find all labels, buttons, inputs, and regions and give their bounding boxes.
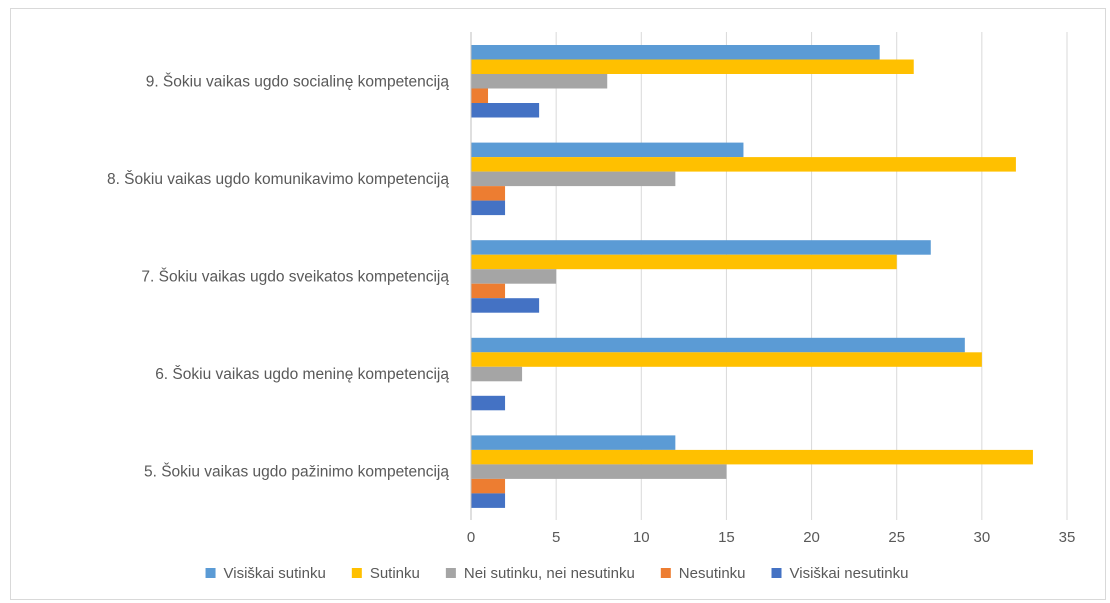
x-tick-label: 35 [1059, 529, 1076, 546]
bar-nei-sutinku-nei-nesutinku-3 [471, 269, 557, 284]
legend-label: Sutinku [370, 565, 420, 582]
bar-nesutinku-3 [471, 283, 506, 299]
bar-nei-sutinku-nei-nesutinku-4 [471, 171, 676, 187]
bar-visi-kai-sutinku-3 [471, 240, 931, 255]
legend-label: Nei sutinku, nei nesutinku [464, 565, 635, 582]
x-tick-label: 0 [467, 529, 475, 546]
legend-label: Visiškai sutinku [224, 565, 326, 582]
axis: 0 5 10 15 20 25 30 35 [467, 32, 1076, 546]
bar-visi-kai-sutinku-5 [471, 45, 880, 60]
x-tick-label: 15 [718, 529, 735, 546]
bar-visi-kai-sutinku-2 [471, 337, 965, 353]
bar-visi-kai-nesutinku-4 [471, 200, 506, 216]
bar-sutinku-4 [471, 157, 1016, 172]
bar-visi-kai-nesutinku-1 [471, 493, 506, 508]
legend-swatch [205, 568, 216, 578]
bar-nei-sutinku-nei-nesutinku-2 [471, 366, 523, 382]
bars [471, 45, 1033, 508]
bar-visi-kai-sutinku-4 [471, 142, 744, 158]
bar-nei-sutinku-nei-nesutinku-5 [471, 74, 608, 89]
x-tick-label: 20 [803, 529, 820, 546]
bar-visi-kai-sutinku-1 [471, 435, 676, 450]
category-label: 9. Šokiu vaikas ugdo socialinę kompetenc… [146, 73, 450, 90]
bar-visi-kai-nesutinku-2 [471, 395, 506, 411]
legend: Visiškai sutinku Sutinku Nei sutinku, nei … [205, 565, 909, 582]
bar-nesutinku-1 [471, 478, 506, 494]
bar-sutinku-2 [471, 352, 982, 367]
legend-swatch [351, 568, 362, 578]
legend-swatch [445, 568, 456, 578]
chart-frame [10, 8, 1106, 600]
bar-nesutinku-5 [471, 88, 489, 103]
category-label: 8. Šokiu vaikas ugdo komunikavimo kompet… [107, 171, 449, 188]
bar-nesutinku-4 [471, 186, 506, 201]
x-tick-label: 10 [633, 529, 650, 546]
legend-label: Visiškai nesutinku [790, 565, 909, 582]
bar-visi-kai-nesutinku-3 [471, 298, 540, 313]
legend-swatch [771, 568, 782, 578]
bar-sutinku-5 [471, 59, 914, 74]
bar-sutinku-3 [471, 254, 897, 270]
category-label: 5. Šokiu vaikas ugdo pažinimo kompetenci… [144, 464, 449, 481]
bar-visi-kai-nesutinku-5 [471, 103, 540, 118]
category-labels: 5. Šokiu vaikas ugdo pažinimo kompetenci… [107, 73, 449, 480]
bar-sutinku-1 [471, 449, 1033, 465]
category-label: 6. Šokiu vaikas ugdo meninę kompetenciją [155, 366, 449, 383]
x-tick-label: 5 [552, 529, 560, 546]
x-tick-label: 25 [888, 529, 905, 546]
bar-nei-sutinku-nei-nesutinku-1 [471, 464, 727, 479]
legend-swatch [660, 568, 671, 578]
x-tick-label: 30 [974, 529, 991, 546]
legend-label: Nesutinku [679, 565, 746, 582]
category-label: 7. Šokiu vaikas ugdo sveikatos kompetenc… [141, 268, 449, 285]
